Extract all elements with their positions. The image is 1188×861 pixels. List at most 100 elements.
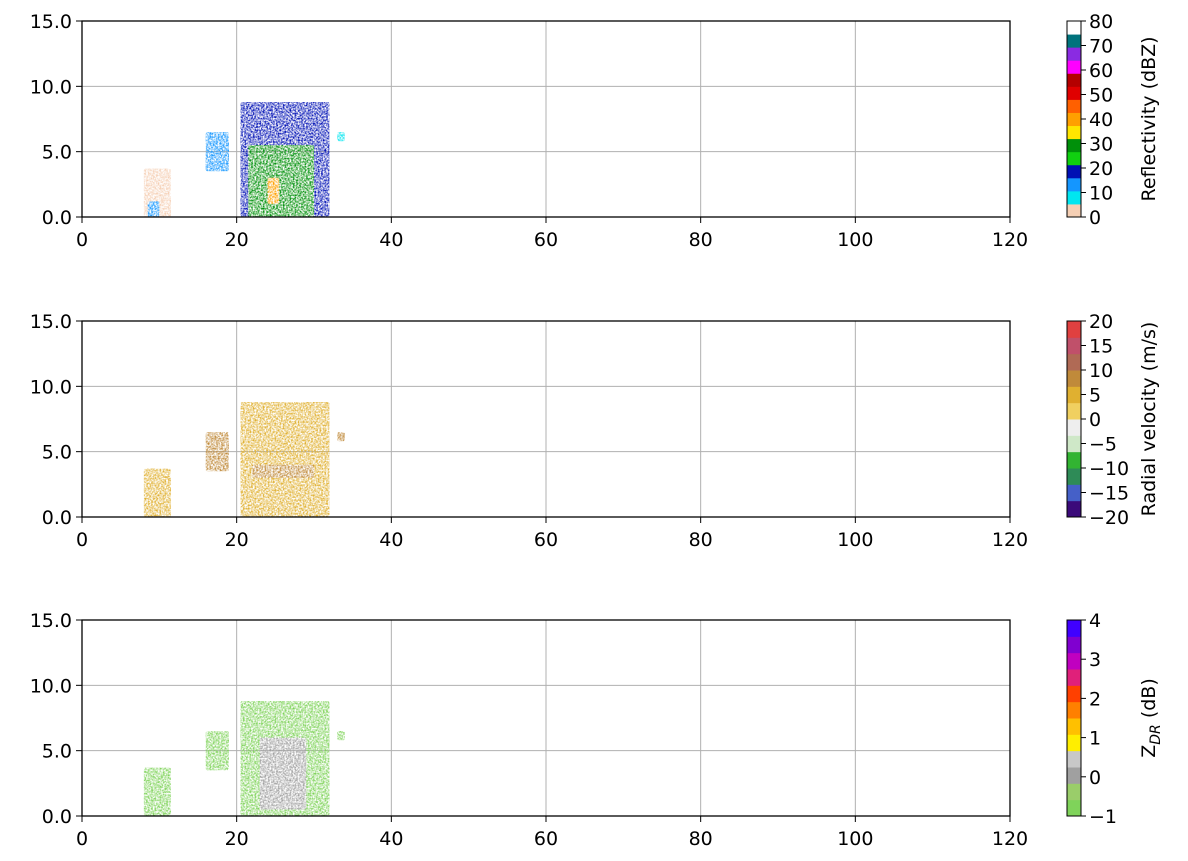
colorbar-segment (1067, 750, 1081, 768)
colorbar-segment (1067, 799, 1081, 817)
colorbar-segment (1067, 112, 1081, 127)
echo-cell (252, 464, 314, 478)
colorbar-tick-label: 70 (1089, 36, 1113, 58)
colorbar-segment (1067, 190, 1081, 205)
y-tick-label: 0.0 (42, 806, 72, 828)
y-tick-label: 15.0 (30, 11, 72, 33)
colorbar-tick-label: 3 (1089, 649, 1101, 671)
echo-cell (337, 432, 345, 442)
x-tick-label: 0 (76, 529, 88, 551)
x-tick-label: 100 (837, 229, 873, 251)
colorbar-segment (1067, 34, 1081, 48)
colorbar-segment (1067, 177, 1081, 192)
x-tick-label: 40 (379, 828, 403, 850)
colorbar-label: Radial velocity (m/s) (1138, 322, 1160, 517)
colorbar-segment (1067, 151, 1081, 166)
colorbar-label-subscript: DR (1148, 724, 1164, 745)
colorbar-tick-label: 0 (1089, 767, 1101, 789)
colorbar-segment (1067, 718, 1081, 735)
colorbar-segment (1067, 685, 1081, 703)
colorbar-segment (1067, 125, 1081, 140)
colorbar-tick-label: 2 (1089, 688, 1101, 710)
colorbar-segment (1067, 73, 1081, 87)
colorbar-tick-label: 5 (1089, 385, 1101, 407)
colorbar-segment (1067, 86, 1081, 100)
y-tick-label: 10.0 (30, 376, 72, 398)
colorbar-segment (1067, 138, 1081, 153)
colorbar-tick-label: 15 (1089, 336, 1113, 358)
colorbar-segment (1067, 402, 1081, 420)
colorbar-segment (1067, 783, 1081, 801)
y-tick-label: 5.0 (42, 442, 72, 464)
colorbar-segment (1067, 636, 1081, 654)
x-tick-label: 100 (837, 828, 873, 850)
colorbar-segment (1067, 620, 1081, 637)
reflectivity-panel: 0 20 40 60 80 100 1200.05.010.015.001020304050… (30, 11, 1160, 251)
colorbar-label: Reflectivity (dBZ) (1138, 36, 1160, 201)
colorbar-tick-label: −5 (1089, 434, 1117, 456)
colorbar-tick-label: 40 (1089, 109, 1113, 131)
y-tick-label: 0.0 (42, 207, 72, 229)
x-tick-label: 80 (689, 529, 713, 551)
colorbar-tick-label: 1 (1089, 728, 1101, 750)
colorbar-label-text: Reflectivity (dBZ) (1138, 36, 1160, 201)
colorbar-segment (1067, 435, 1081, 453)
y-tick-label: 15.0 (30, 610, 72, 632)
colorbar-segment (1067, 164, 1081, 179)
x-tick-label: 120 (992, 229, 1028, 251)
colorbar-tick-label: −1 (1089, 806, 1117, 828)
colorbar-tick-label: 10 (1089, 183, 1113, 205)
echo-cell (147, 201, 160, 217)
colorbar-segment (1067, 669, 1081, 686)
x-tick-label: 20 (225, 529, 249, 551)
echo-cell (205, 731, 229, 771)
colorbar-tick-label: 80 (1089, 11, 1113, 33)
y-tick-label: 0.0 (42, 507, 72, 529)
x-tick-label: 80 (689, 229, 713, 251)
x-tick-label: 60 (534, 229, 558, 251)
colorbar-tick-label: 20 (1089, 311, 1113, 333)
echo-cell (205, 132, 229, 172)
x-tick-label: 60 (534, 529, 558, 551)
colorbar-segment (1067, 47, 1081, 61)
echo-cell (259, 737, 307, 810)
zdr-panel: 0 20 40 60 80 100 120 0.0 5.0 10.0 15.0 −1 0 1 2 3 4 ZDR … (30, 610, 1164, 850)
echo-cell (337, 731, 345, 741)
x-tick-label: 120 (992, 529, 1028, 551)
echo-layer (143, 102, 345, 217)
colorbar-segment (1067, 701, 1081, 719)
y-tick-label: 10.0 (30, 76, 72, 98)
colorbar-segment (1067, 99, 1081, 113)
x-tick-label: 80 (689, 828, 713, 850)
x-tick-label: 20 (225, 229, 249, 251)
zdr-colorbar: −1 0 1 2 3 4 ZDR (dB) (1066, 610, 1164, 828)
echo-cell (248, 145, 314, 217)
colorbar-tick-label: 50 (1089, 85, 1113, 107)
colorbar-segment (1067, 451, 1081, 469)
colorbar-tick-label: 30 (1089, 134, 1113, 156)
x-tick-label: 0 (76, 828, 88, 850)
y-tick-label: 5.0 (42, 142, 72, 164)
colorbar-segment (1067, 321, 1081, 338)
radial_velocity-panel: 0 20 40 60 80 100 1200.05.010.015.0−20−15−10−5… (30, 311, 1160, 551)
colorbar-segment (1067, 203, 1081, 218)
colorbar-tick-label: 20 (1089, 158, 1113, 180)
y-tick-label: 5.0 (42, 741, 72, 763)
colorbar-tick-label: 60 (1089, 60, 1113, 82)
echo-cell (143, 468, 171, 517)
colorbar-tick-label: −15 (1089, 483, 1129, 505)
colorbar-tick-label: 0 (1089, 207, 1101, 229)
echo-cell (267, 177, 280, 204)
colorbar-tick-label: 10 (1089, 360, 1113, 382)
colorbar-segment (1067, 337, 1081, 355)
colorbar-segment (1067, 60, 1081, 74)
colorbar-segment (1067, 484, 1081, 502)
x-tick-label: 0 (76, 229, 88, 251)
echo-layer (143, 402, 345, 517)
colorbar-segment (1067, 734, 1081, 752)
x-tick-label: 120 (992, 828, 1028, 850)
colorbar-tick-label: −20 (1089, 507, 1129, 529)
